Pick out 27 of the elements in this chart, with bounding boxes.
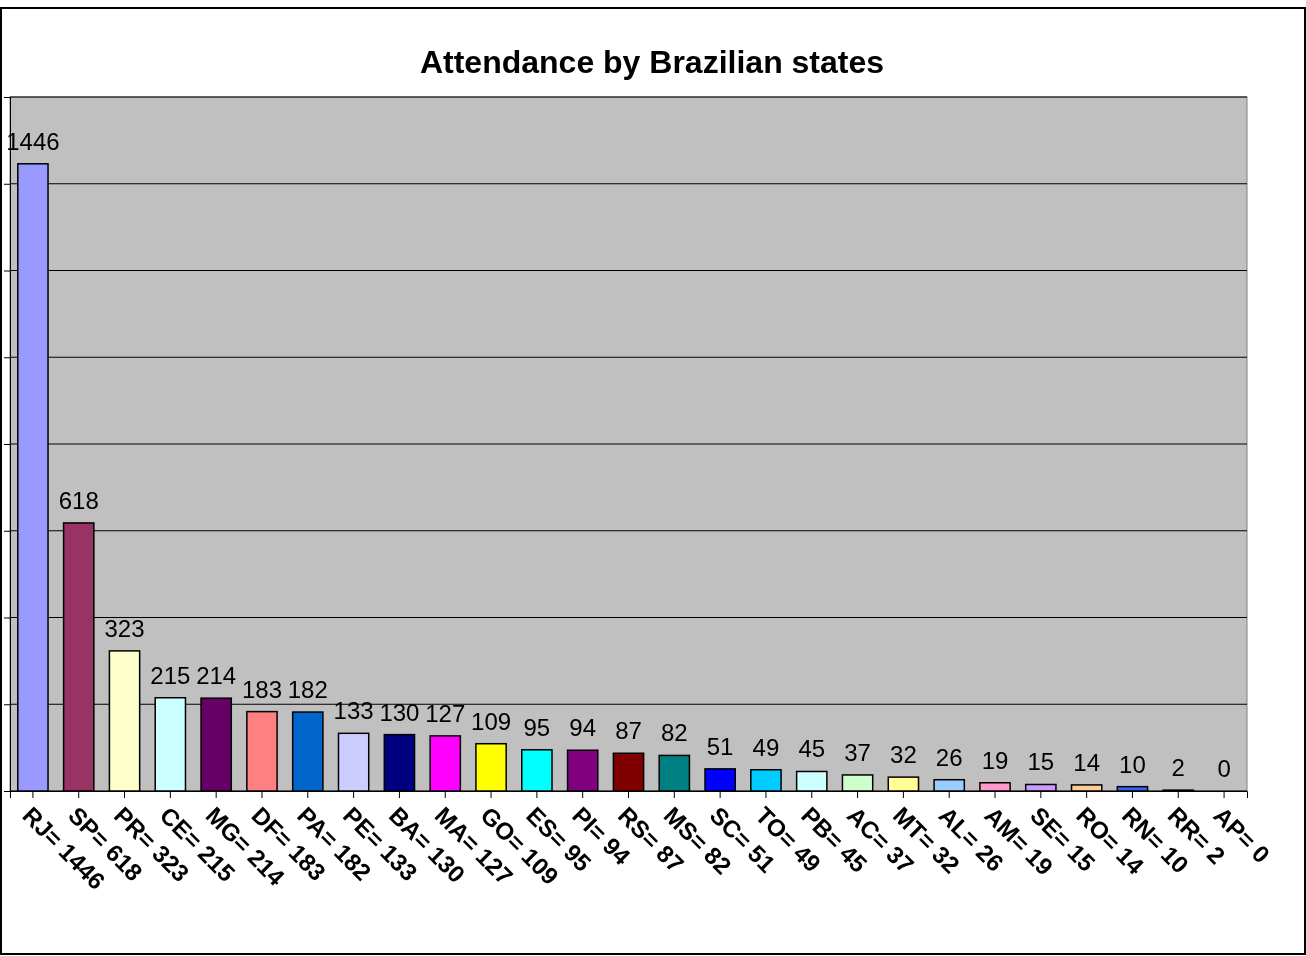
data-label: 183	[241, 675, 282, 703]
data-label: 2	[1171, 754, 1185, 782]
data-label: 130	[379, 698, 420, 726]
data-label: 133	[333, 697, 374, 725]
data-label: 19	[981, 746, 1009, 774]
data-label: 94	[569, 714, 597, 742]
data-label: 109	[471, 707, 512, 735]
data-label: 215	[150, 661, 191, 689]
data-label: 182	[287, 676, 328, 704]
data-label: 10	[1119, 750, 1146, 778]
data-label: 323	[104, 614, 145, 642]
data-label: 51	[706, 732, 734, 760]
data-label: 0	[1217, 755, 1231, 782]
data-label: 214	[196, 662, 237, 690]
data-label: 14	[1073, 748, 1100, 776]
data-label: 45	[798, 735, 826, 763]
data-label: 32	[890, 741, 917, 769]
data-label: 87	[615, 717, 642, 745]
data-label: 37	[844, 738, 871, 766]
chart-title: Attendance by Brazilian states	[419, 44, 885, 80]
data-label: 618	[58, 486, 99, 514]
data-label: 15	[1027, 748, 1055, 776]
data-label: 49	[752, 733, 780, 761]
data-label: 82	[660, 719, 688, 747]
data-label: 127	[425, 699, 466, 727]
data-label: 95	[523, 713, 551, 741]
data-label: 26	[935, 743, 963, 771]
